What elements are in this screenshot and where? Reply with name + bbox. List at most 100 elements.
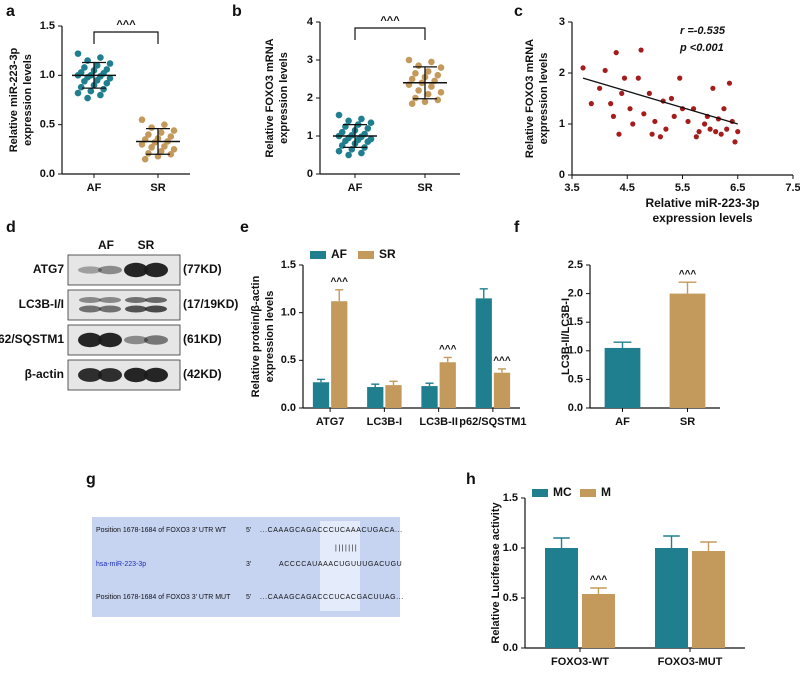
scatter-point bbox=[713, 129, 719, 135]
x-tick-label: p62/SQSTM1 bbox=[459, 416, 526, 428]
x-axis-title: expression levels bbox=[652, 211, 752, 225]
sequence: ...CAAAGCAGACCCUCACGACUUAG... bbox=[260, 594, 404, 601]
blot-band bbox=[99, 305, 121, 313]
y-tick-label: 3 bbox=[307, 54, 313, 66]
significance-bracket bbox=[93, 31, 159, 44]
dot bbox=[157, 129, 165, 136]
y-tick-label: 2.5 bbox=[568, 259, 583, 271]
dot bbox=[170, 127, 178, 134]
bar bbox=[669, 293, 706, 408]
dot bbox=[364, 138, 372, 145]
scatter-point bbox=[721, 106, 727, 112]
dot bbox=[106, 74, 114, 82]
blot-strip bbox=[67, 289, 181, 321]
y-tick-label: 0.5 bbox=[40, 119, 55, 131]
blot-band bbox=[145, 305, 167, 313]
protein-label: LC3B-I/I bbox=[19, 297, 64, 311]
y-tick-label: 3 bbox=[559, 16, 565, 28]
sequence-row-label: hsa-miR-223-3p bbox=[96, 561, 146, 568]
y-axis-title: Relative protein/β-actin bbox=[250, 275, 262, 397]
y-tick-label: 1.5 bbox=[503, 492, 518, 504]
dot bbox=[106, 60, 114, 67]
x-tick-label: 5.5 bbox=[675, 182, 690, 194]
blot-band bbox=[78, 332, 102, 348]
dot bbox=[93, 76, 101, 84]
dot bbox=[345, 117, 352, 125]
sequence-row-label: Position 1678-1684 of FOXO3 3' UTR MUT bbox=[96, 594, 231, 601]
y-tick-label: 0.5 bbox=[503, 592, 518, 604]
y-tick-label: 0.0 bbox=[568, 402, 583, 414]
dot bbox=[81, 64, 88, 71]
panel-label: h bbox=[466, 471, 476, 488]
scatter-point bbox=[718, 131, 724, 137]
chart-panel: 0.0 0.5 1.0 1.5 Relative protein/β-actin expr… bbox=[250, 247, 527, 428]
dot bbox=[415, 87, 422, 94]
dot bbox=[434, 96, 442, 104]
scatter-point bbox=[610, 113, 617, 119]
y-axis-title: expression levels bbox=[538, 53, 550, 145]
regression-line bbox=[582, 77, 738, 125]
bar bbox=[691, 551, 725, 648]
x-tick-label: FOXO3-WT bbox=[551, 656, 609, 668]
blot-band bbox=[98, 368, 122, 382]
bar bbox=[312, 382, 330, 408]
scatter-point bbox=[652, 118, 658, 125]
bar bbox=[475, 298, 492, 408]
significance: ^^^ bbox=[493, 356, 511, 367]
y-axis-title: LC3B-II/LC3B-I bbox=[560, 298, 572, 375]
blot-band bbox=[125, 297, 147, 303]
scatter-point bbox=[619, 90, 625, 96]
scatter-point bbox=[635, 75, 641, 81]
blot-band bbox=[98, 332, 122, 348]
dot bbox=[412, 70, 419, 77]
dot bbox=[434, 71, 442, 79]
annotation: r =-0.535 bbox=[680, 25, 726, 37]
scatter-point bbox=[616, 131, 622, 137]
dot bbox=[97, 91, 104, 99]
bar bbox=[439, 362, 456, 408]
scatter-point bbox=[649, 131, 655, 137]
y-tick-label: 2 bbox=[307, 92, 313, 104]
scatter-point bbox=[597, 85, 603, 91]
bar bbox=[421, 386, 438, 408]
dot bbox=[93, 62, 101, 69]
dot bbox=[138, 141, 146, 148]
scatter-point bbox=[627, 106, 633, 112]
bar bbox=[493, 372, 511, 408]
y-axis-title: expression levels bbox=[22, 54, 34, 146]
scatter-point bbox=[641, 111, 647, 117]
dot bbox=[170, 146, 178, 153]
dot bbox=[364, 125, 372, 132]
y-tick-label: 2.0 bbox=[568, 288, 583, 300]
chart-panel: 0 1 2 3 4 Relative FOXO3 mRNA expression level… bbox=[264, 15, 460, 194]
significance: ^^^ bbox=[116, 19, 136, 31]
panel-label: e bbox=[240, 219, 249, 236]
panel-label: f bbox=[514, 219, 520, 236]
sequence-end: 5' bbox=[246, 594, 251, 601]
dot bbox=[141, 155, 149, 163]
y-tick-label: 0 bbox=[307, 168, 313, 180]
dot bbox=[74, 50, 82, 57]
significance: ^^^ bbox=[679, 269, 697, 280]
legend-label: MC bbox=[553, 485, 572, 499]
y-tick-label: 2 bbox=[559, 67, 565, 79]
legend-swatch bbox=[358, 251, 374, 259]
dot bbox=[87, 87, 95, 95]
y-axis-title: Relative miR-223-3p bbox=[8, 47, 20, 152]
dot bbox=[424, 90, 432, 98]
bar bbox=[545, 548, 579, 648]
sequence-highlight bbox=[320, 521, 360, 611]
dot bbox=[428, 58, 435, 66]
blot-band bbox=[145, 297, 167, 303]
bar bbox=[604, 347, 641, 408]
base-pairing: ||||||| bbox=[335, 545, 358, 552]
dot bbox=[157, 148, 165, 155]
scatter-point bbox=[621, 75, 628, 81]
dot bbox=[408, 75, 416, 83]
scatter-point bbox=[602, 67, 608, 74]
y-tick-label: 0.0 bbox=[503, 642, 518, 654]
scatter-point bbox=[668, 95, 675, 102]
y-tick-label: 1.0 bbox=[503, 542, 518, 554]
panel-label: c bbox=[514, 3, 523, 20]
